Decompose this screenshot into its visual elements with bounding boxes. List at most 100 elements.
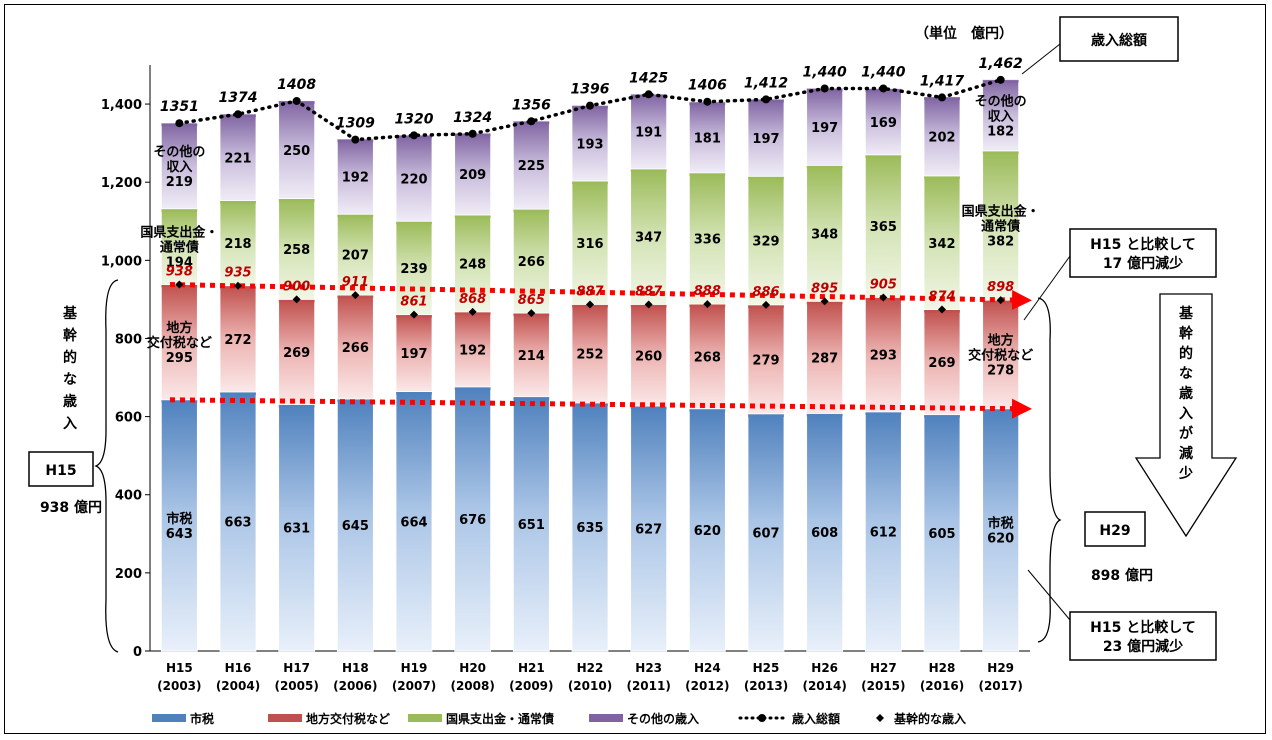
- core-point: [351, 291, 360, 300]
- segment-label: 市税: [988, 515, 1014, 531]
- x-tick-era: H18: [342, 661, 369, 675]
- segment-label: 278: [987, 363, 1014, 378]
- segment-label: その他の: [975, 93, 1027, 109]
- x-tick-year: (2007): [392, 679, 436, 693]
- x-tick-era: H17: [283, 661, 310, 675]
- h29-amount: 898 億円: [1091, 567, 1153, 584]
- bar-segment-その他の歳入: [336, 138, 374, 215]
- legend-swatch: [408, 714, 442, 722]
- h29-box: H29: [1084, 511, 1146, 547]
- core-point: [527, 309, 536, 318]
- x-tick-year: (2008): [450, 679, 494, 693]
- callout-17: H15 と比較して 17 億円減少: [1023, 228, 1217, 321]
- core-point: [938, 305, 946, 314]
- x-tick-year: (2014): [802, 679, 846, 693]
- bar-segment-cap: [337, 214, 374, 218]
- bar-segment-その他の歳入: [806, 88, 844, 166]
- x-tick-era: H25: [753, 661, 780, 675]
- segment-value: 252: [576, 348, 603, 363]
- segment-value: 250: [283, 144, 310, 159]
- core-point: [175, 280, 184, 289]
- segment-label: 通常債: [981, 219, 1020, 235]
- total-label: 1,440: [803, 64, 848, 80]
- x-tick-year: (2010): [568, 679, 612, 693]
- y-tick-label: 400: [115, 489, 142, 504]
- segment-label: 295: [166, 351, 193, 366]
- segment-value: 316: [576, 237, 603, 252]
- legend-label: 地方交付税など: [306, 711, 390, 726]
- segment-value: 365: [870, 220, 897, 235]
- total-point: [527, 117, 536, 126]
- bar-segment-地方交付税など: [454, 311, 492, 388]
- total-label: 1374: [219, 90, 258, 106]
- bar-segment-地方交付税など: [806, 300, 844, 414]
- total-point: [586, 101, 594, 110]
- segment-label: 382: [987, 235, 1014, 250]
- left-brace: [94, 279, 119, 653]
- x-tick-era: H24: [694, 661, 721, 675]
- segment-value: 269: [283, 346, 310, 361]
- total-point: [996, 75, 1005, 84]
- bar-segment-市税: [160, 399, 198, 652]
- total-label: 1,462: [979, 56, 1023, 72]
- x-tick-year: (2017): [978, 679, 1022, 693]
- segment-value: 347: [635, 231, 662, 246]
- segment-value: 293: [870, 349, 897, 364]
- segment-label: 643: [166, 527, 193, 542]
- segment-label: 182: [987, 124, 1014, 139]
- segment-value: 192: [342, 171, 369, 186]
- x-tick-year: (2006): [333, 679, 377, 693]
- bar-segment-cap: [161, 208, 198, 212]
- total-label: 1408: [277, 77, 316, 93]
- bar-segment-その他の歳入: [395, 134, 433, 222]
- core-label: 874: [928, 290, 955, 305]
- x-tick-era: H16: [225, 661, 252, 675]
- segment-value: 214: [518, 349, 545, 364]
- bar-segment-市税: [336, 398, 374, 652]
- total-label: 1309: [336, 116, 375, 132]
- core-point: [234, 281, 242, 290]
- x-tick-year: (2012): [685, 679, 729, 693]
- bar-segment-その他の歳入: [512, 120, 550, 210]
- legend-swatch-dot: [758, 714, 766, 722]
- bar-segment-国県支出金・通常債: [923, 175, 961, 310]
- segment-value: 631: [283, 522, 310, 537]
- core-point: [879, 293, 888, 302]
- segment-value: 329: [752, 235, 779, 250]
- core-label: 886: [752, 285, 779, 300]
- bar-segment-cap: [161, 399, 198, 403]
- svg-text:H15: H15: [45, 463, 76, 479]
- bar-segment-その他の歳入: [864, 88, 902, 156]
- segment-value: 225: [518, 159, 545, 174]
- segment-value: 197: [811, 121, 838, 136]
- legend-swatch: [268, 714, 302, 722]
- total-label: 1,412: [744, 75, 788, 91]
- svg-text:23 億円減少: 23 億円減少: [1103, 638, 1183, 655]
- total-point: [468, 129, 477, 138]
- core-label: 865: [518, 293, 545, 308]
- total-point: [820, 84, 829, 93]
- svg-text:基幹的な歳入: 基幹的な歳入: [63, 305, 78, 432]
- bar-segment-cap: [689, 408, 726, 412]
- x-tick-year: (2016): [920, 679, 964, 693]
- segment-value: 268: [694, 350, 721, 365]
- x-tick-year: (2015): [861, 679, 905, 693]
- bar-segment-国県支出金・通常債: [630, 168, 668, 305]
- legend-label: 基幹的な歳入: [893, 711, 966, 726]
- callout-23: H15 と比較して 23 億円減少: [1027, 569, 1217, 661]
- bar-segment-その他の歳入: [278, 100, 316, 200]
- bar-segment-その他の歳入: [630, 93, 668, 170]
- segment-value: 209: [459, 168, 486, 183]
- bar-segment-cap: [220, 391, 256, 395]
- bar-segment-地方交付税など: [395, 314, 433, 392]
- segment-label: 国県支出金・: [962, 204, 1040, 220]
- axes: 0 200 400 600 800 1,000 1,200 1,400 H15 (2003) H16…: [101, 65, 1030, 693]
- y-tick-label: 1,000: [101, 254, 142, 269]
- bar-segment-cap: [337, 399, 374, 403]
- core-point: [820, 297, 829, 306]
- segment-value: 348: [811, 227, 838, 242]
- bar-segment-cap: [396, 221, 432, 225]
- svg-text:H15 と比較して: H15 と比較して: [1090, 619, 1196, 636]
- total-point: [879, 84, 888, 93]
- segment-value: 608: [811, 526, 838, 541]
